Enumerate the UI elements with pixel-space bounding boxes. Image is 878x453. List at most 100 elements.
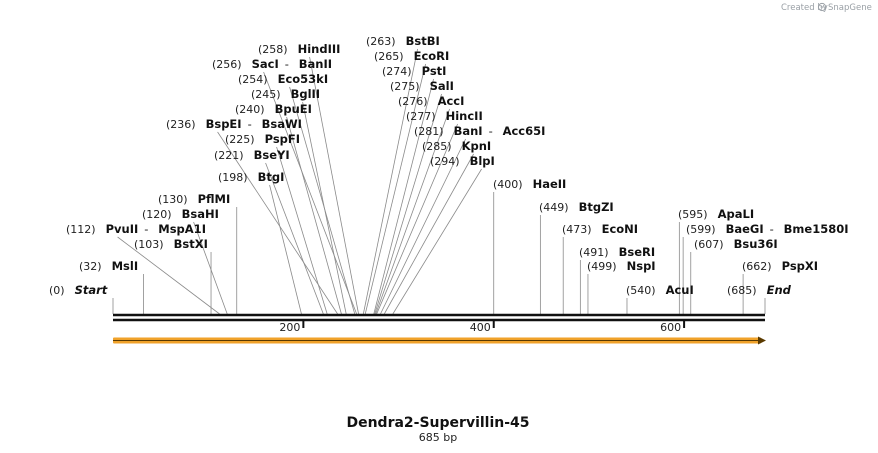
site-econi[interactable]: (473) EcoNI xyxy=(562,222,638,236)
leader-line xyxy=(364,63,426,315)
site-separator: - xyxy=(285,57,289,71)
site-name: KpnI xyxy=(462,139,492,153)
site-name: HaeII xyxy=(533,177,567,191)
site-acui[interactable]: (540) AcuI xyxy=(626,283,694,297)
site-hindiii[interactable]: (258) HindIII xyxy=(258,42,340,56)
snapgene-credit: Created by SnapGene xyxy=(781,2,872,13)
site-position: (275) xyxy=(390,80,420,93)
feature-track xyxy=(113,336,766,345)
site-bstbi[interactable]: (263) BstBI xyxy=(366,34,440,48)
leader-line xyxy=(217,131,338,315)
site-name: PspFI xyxy=(265,132,300,146)
site-pvuii-mspa1i[interactable]: (112) PvuII - MspA1I xyxy=(66,222,206,236)
site-position: (662) xyxy=(742,260,772,273)
site-bsu36i[interactable]: (607) Bsu36I xyxy=(694,237,778,251)
site-bglii[interactable]: (245) BglII xyxy=(251,87,320,101)
site-name: BstXI xyxy=(174,237,208,251)
snapgene-logo-icon xyxy=(817,2,827,12)
site-name: BstBI xyxy=(406,34,440,48)
site-sali[interactable]: (275) SalI xyxy=(390,79,454,93)
site-separator: - xyxy=(489,124,493,138)
site-btgzi[interactable]: (449) BtgZI xyxy=(539,200,614,214)
site-start[interactable]: (0) Start xyxy=(49,283,108,297)
site-position: (240) xyxy=(235,103,265,116)
site-name: Acc65I xyxy=(503,124,546,138)
site-position: (285) xyxy=(422,140,452,153)
site-name: Bsu36I xyxy=(734,237,778,251)
leader-line xyxy=(374,93,442,315)
site-position: (473) xyxy=(562,223,592,236)
site-name: HindIII xyxy=(298,42,341,56)
site-position: (112) xyxy=(66,223,96,236)
ruler-tick-label: 600 xyxy=(660,321,681,334)
site-separator: - xyxy=(144,222,148,236)
site-name: PflMI xyxy=(198,192,231,206)
site-haeii[interactable]: (400) HaeII xyxy=(493,177,566,191)
site-psti[interactable]: (274) PstI xyxy=(382,64,446,78)
site-bpuei[interactable]: (240) BpuEI xyxy=(235,102,312,116)
site-ecori[interactable]: (265) EcoRI xyxy=(374,49,449,63)
site-separator: - xyxy=(248,117,252,131)
site-eco53ki[interactable]: (254) Eco53kI xyxy=(238,72,328,86)
leader-line xyxy=(376,123,458,315)
site-bseyi[interactable]: (221) BseYI xyxy=(214,148,290,162)
site-acci[interactable]: (276) AccI xyxy=(398,94,464,108)
leader-line xyxy=(263,71,358,315)
sequence-length: 685 bp xyxy=(419,431,457,444)
site-btgi[interactable]: (198) BtgI xyxy=(218,170,284,184)
site-position: (258) xyxy=(258,43,288,56)
site-name: BaeGI xyxy=(726,222,764,236)
site-pflmi[interactable]: (130) PflMI xyxy=(158,192,230,206)
site-bsahi[interactable]: (120) BsaHI xyxy=(142,207,219,221)
site-name: SalI xyxy=(430,79,454,93)
site-name: AccI xyxy=(438,94,465,108)
ruler-tick-label: 400 xyxy=(470,321,491,334)
site-nspi[interactable]: (499) NspI xyxy=(587,259,656,273)
site-pspfi[interactable]: (225) PspFI xyxy=(225,132,300,146)
site-name: Eco53kI xyxy=(278,72,329,86)
site-saci-banii[interactable]: (256) SacI - BanII xyxy=(212,57,332,71)
leader-line xyxy=(269,184,302,315)
site-baegi-bme1580i[interactable]: (599) BaeGI - Bme1580I xyxy=(686,222,848,236)
site-position: (400) xyxy=(493,178,523,191)
site-position: (103) xyxy=(134,238,164,251)
credit-brand: SnapGene xyxy=(828,3,872,13)
site-kpni[interactable]: (285) KpnI xyxy=(422,139,491,153)
site-position: (491) xyxy=(579,246,609,259)
site-position: (595) xyxy=(678,208,708,221)
site-hincii[interactable]: (277) HincII xyxy=(406,109,483,123)
site-position: (130) xyxy=(158,193,188,206)
site-apali[interactable]: (595) ApaLI xyxy=(678,207,754,221)
leader-line xyxy=(289,86,356,315)
site-name: BtgI xyxy=(258,170,285,184)
site-position: (294) xyxy=(430,155,460,168)
leader-line xyxy=(392,168,482,315)
site-position: (277) xyxy=(406,110,436,123)
site-name: NspI xyxy=(627,259,656,273)
site-name: BsaWI xyxy=(262,117,302,131)
site-pspxi[interactable]: (662) PspXI xyxy=(742,259,818,273)
site-msli[interactable]: (32) MslI xyxy=(79,259,138,273)
site-name: SacI xyxy=(252,57,279,71)
credit-text: Created by xyxy=(781,3,828,13)
site-bstxi[interactable]: (103) BstXI xyxy=(134,237,208,251)
feature-arrow-head-icon xyxy=(758,336,766,345)
site-position: (120) xyxy=(142,208,172,221)
site-position: (540) xyxy=(626,284,656,297)
leader-line xyxy=(265,162,324,315)
site-position: (599) xyxy=(686,223,716,236)
site-name: BlpI xyxy=(470,154,495,168)
site-bani-acc65i[interactable]: (281) BanI - Acc65I xyxy=(414,124,545,138)
site-name: MspA1I xyxy=(158,222,206,236)
ruler-tick-label: 200 xyxy=(279,321,300,334)
site-position: (265) xyxy=(374,50,404,63)
sequence-backbone xyxy=(113,313,765,322)
site-name: BglII xyxy=(291,87,321,101)
site-position: (607) xyxy=(694,238,724,251)
site-bspei-bsawi[interactable]: (236) BspEI - BsaWI xyxy=(166,117,302,131)
leader-line xyxy=(117,236,220,315)
site-position: (32) xyxy=(79,260,102,273)
site-bseri[interactable]: (491) BseRI xyxy=(579,245,655,259)
site-blpi[interactable]: (294) BlpI xyxy=(430,154,495,168)
site-end[interactable]: (685) End xyxy=(727,283,792,297)
